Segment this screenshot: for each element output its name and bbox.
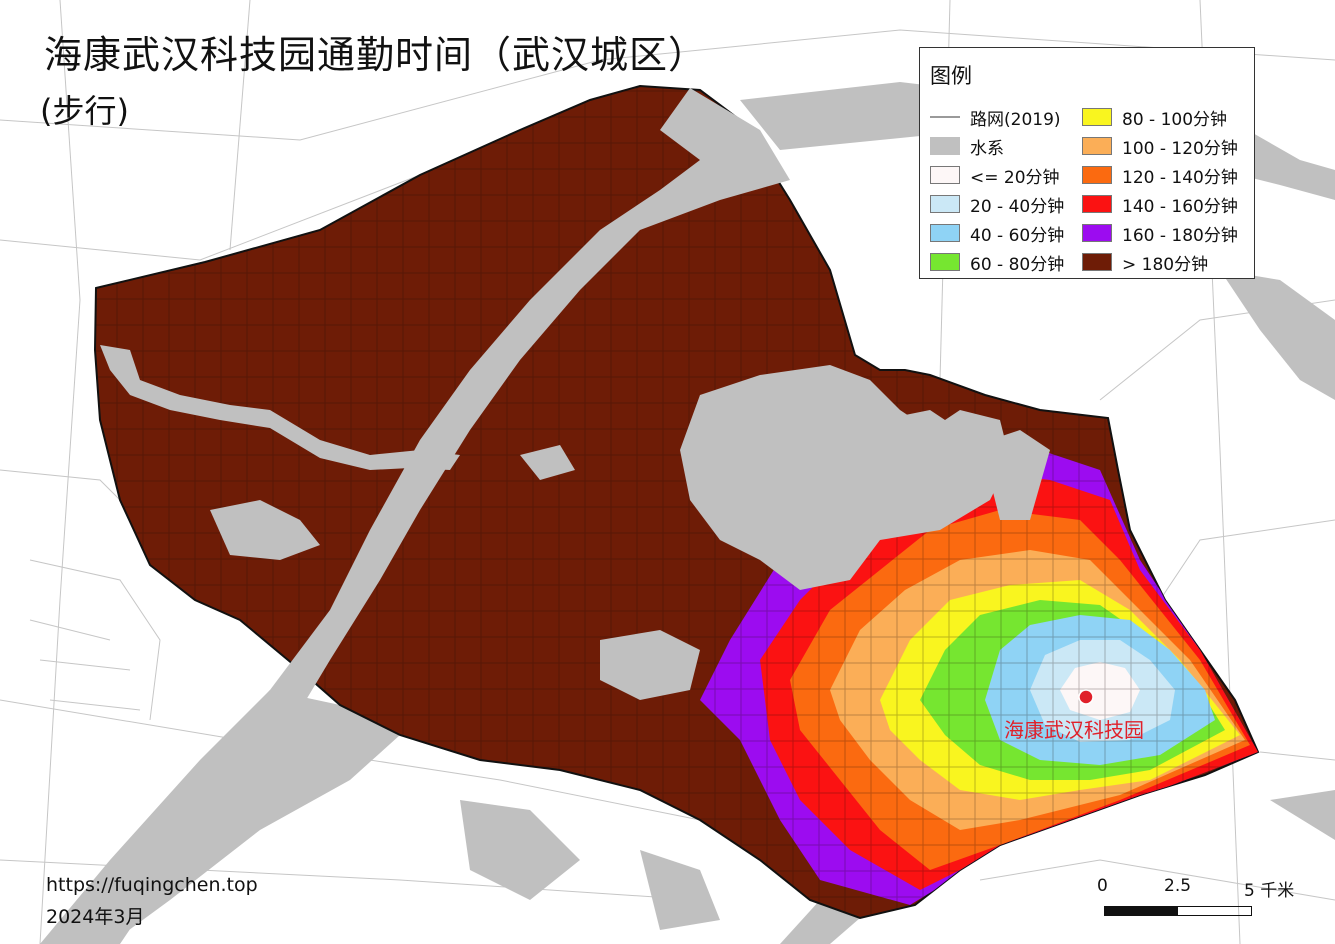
lake-south-icon: [600, 630, 700, 700]
legend-label: <= 20分钟: [970, 167, 1060, 188]
legend-item: > 180分钟: [1082, 251, 1209, 275]
legend: 图例 路网(2019) 水系 <= 20分钟 20 - 40分钟 40 - 60分钟 60…: [919, 47, 1255, 279]
legend-label: 160 - 180分钟: [1122, 225, 1238, 246]
legend-swatch: [930, 166, 960, 184]
legend-label: 60 - 80分钟: [970, 254, 1065, 275]
legend-item: 40 - 60分钟: [930, 222, 1065, 246]
legend-label: 路网(2019): [970, 109, 1061, 130]
legend-item: <= 20分钟: [930, 164, 1060, 188]
map-subtitle: (步行): [40, 92, 129, 130]
han-river-icon: [100, 345, 460, 470]
legend-item: 120 - 140分钟: [1082, 164, 1238, 188]
legend-label: 100 - 120分钟: [1122, 138, 1238, 159]
legend-item: 80 - 100分钟: [1082, 106, 1228, 130]
legend-label: > 180分钟: [1122, 254, 1209, 275]
source-url: https://fuqingchen.top: [46, 874, 258, 896]
legend-item: 水系: [930, 135, 1004, 159]
legend-label: 20 - 40分钟: [970, 196, 1065, 217]
legend-swatch: [930, 116, 960, 118]
legend-label: 80 - 100分钟: [1122, 109, 1228, 130]
legend-item: 140 - 160分钟: [1082, 193, 1238, 217]
scale-label-end: 5 千米: [1244, 881, 1295, 901]
poi-marker-icon: [1078, 689, 1094, 705]
yangtze-river-icon: [40, 88, 790, 944]
east-lake-icon: [680, 365, 1010, 590]
legend-swatch: [930, 253, 960, 271]
legend-swatch: [930, 137, 960, 155]
map-date: 2024年3月: [46, 906, 145, 928]
legend-label: 水系: [970, 138, 1004, 159]
legend-swatch: [1082, 253, 1112, 271]
scale-bar: [1104, 906, 1252, 916]
city-water: [40, 88, 1050, 944]
legend-item: 100 - 120分钟: [1082, 135, 1238, 159]
legend-swatch: [1082, 224, 1112, 242]
legend-swatch: [1082, 137, 1112, 155]
map-title: 海康武汉科技园通勤时间（武汉城区）: [44, 33, 708, 77]
legend-label: 40 - 60分钟: [970, 225, 1065, 246]
legend-item: 160 - 180分钟: [1082, 222, 1238, 246]
legend-title: 图例: [930, 64, 972, 88]
legend-swatch: [1082, 195, 1112, 213]
scale-label-mid: 2.5: [1164, 876, 1192, 896]
legend-swatch: [930, 224, 960, 242]
legend-label: 140 - 160分钟: [1122, 196, 1238, 217]
legend-label: 120 - 140分钟: [1122, 167, 1238, 188]
legend-item: 60 - 80分钟: [930, 251, 1065, 275]
legend-item: 路网(2019): [930, 106, 1061, 130]
legend-item: 20 - 40分钟: [930, 193, 1065, 217]
legend-swatch: [1082, 108, 1112, 126]
poi-label: 海康武汉科技园: [1004, 718, 1144, 742]
scale-label-0: 0: [1097, 876, 1108, 896]
legend-swatch: [1082, 166, 1112, 184]
legend-swatch: [930, 195, 960, 213]
